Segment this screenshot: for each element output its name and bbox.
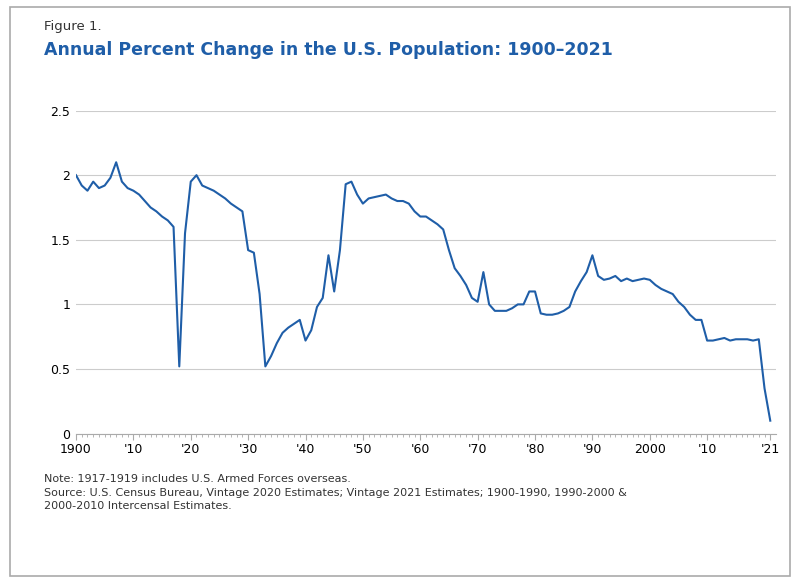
Text: Note: 1917-1919 includes U.S. Armed Forces overseas.
Source: U.S. Census Bureau,: Note: 1917-1919 includes U.S. Armed Forc… (44, 474, 627, 511)
Text: Annual Percent Change in the U.S. Population: 1900–2021: Annual Percent Change in the U.S. Popula… (44, 41, 613, 59)
Text: Figure 1.: Figure 1. (44, 20, 102, 33)
